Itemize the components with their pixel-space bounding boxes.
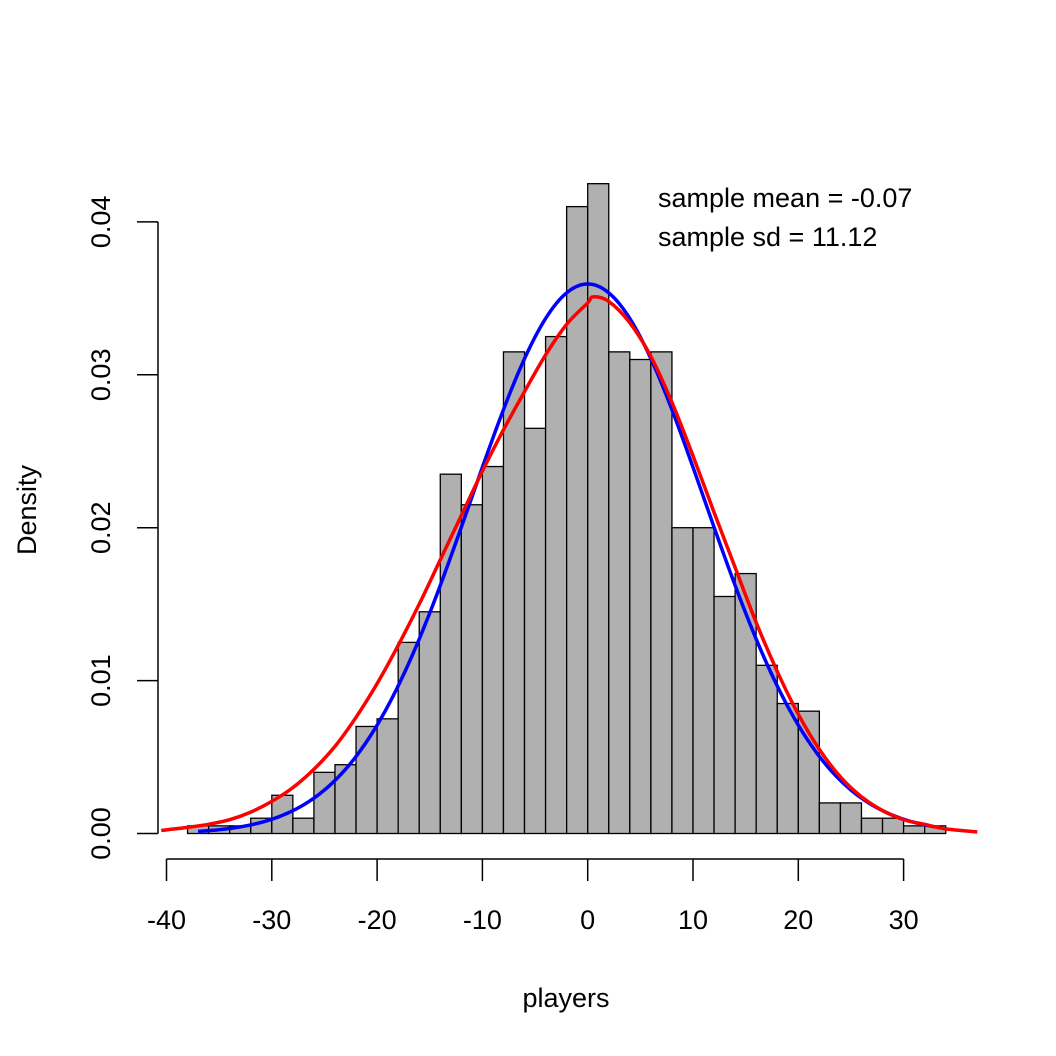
histogram-bar <box>587 183 610 835</box>
histogram-bar <box>460 504 484 835</box>
histogram-bar <box>481 465 505 835</box>
histogram-bar <box>902 825 926 835</box>
histogram-bar <box>839 802 863 835</box>
x-tick-label: -20 <box>358 905 397 935</box>
y-axis-label: Density <box>12 464 42 555</box>
y-axis: 0.00 0.01 0.02 0.03 0.04 <box>86 196 159 860</box>
histogram-bar <box>671 527 694 835</box>
x-tick-label: -40 <box>147 905 186 935</box>
histogram-bar <box>397 641 420 835</box>
histogram-bar <box>418 611 441 835</box>
histogram-bar <box>860 817 884 835</box>
x-tick-label: 0 <box>580 905 595 935</box>
histogram-bar <box>755 664 778 835</box>
histogram-bar <box>565 205 589 835</box>
x-axis: -40 -30 -20 -10 0 10 20 30 <box>147 858 919 935</box>
histogram-bar <box>650 351 673 835</box>
histogram-bar <box>544 335 568 835</box>
x-axis-label: players <box>522 983 609 1013</box>
histogram-bar <box>629 358 652 835</box>
histogram-bar <box>608 351 631 835</box>
histogram-bar <box>376 718 399 835</box>
x-tick-label: 10 <box>678 905 708 935</box>
histogram-bar <box>523 427 547 835</box>
normal-curve-blue <box>197 282 936 834</box>
y-tick-label: 0.03 <box>86 349 116 402</box>
x-tick-label: -30 <box>252 905 291 935</box>
y-tick-label: 0.00 <box>86 807 116 860</box>
histogram-bar <box>692 527 715 835</box>
histogram-bar <box>292 817 315 835</box>
histogram-bars <box>186 183 947 835</box>
histogram-bar <box>818 802 842 835</box>
annotation-mean: sample mean = -0.07 <box>658 183 912 213</box>
x-tick-label: 20 <box>783 905 813 935</box>
density-curve-red <box>161 295 978 834</box>
y-tick-label: 0.01 <box>86 654 116 707</box>
annotation-sd: sample sd = 11.12 <box>658 222 877 252</box>
histogram-bar <box>713 595 736 835</box>
y-tick-label: 0.02 <box>86 501 116 554</box>
y-tick-label: 0.04 <box>86 196 116 249</box>
histogram-bar <box>439 473 462 835</box>
x-tick-label: -10 <box>463 905 502 935</box>
x-tick-label: 30 <box>889 905 919 935</box>
